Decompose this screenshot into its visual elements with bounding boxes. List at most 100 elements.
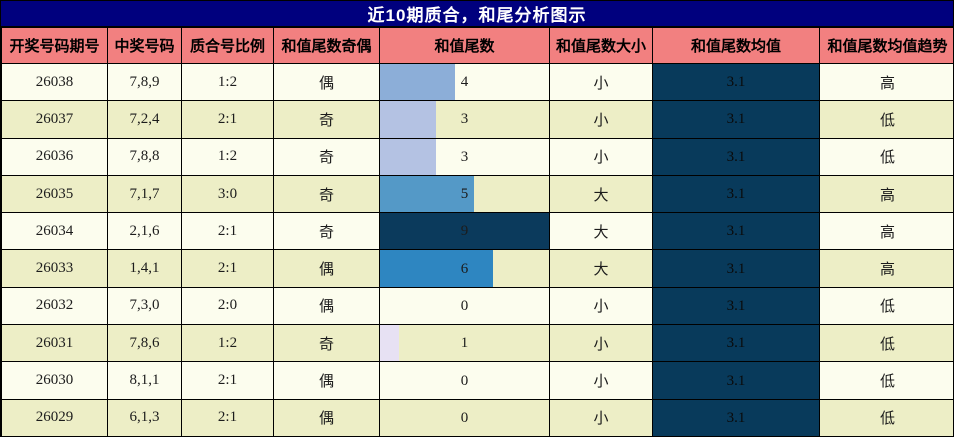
mean-trend-cell: 高 (819, 174, 953, 214)
tail-mean-label: 3.1 (726, 372, 746, 389)
ratio-cell: 2:1 (181, 361, 274, 400)
tail-value-cell: 4 (379, 62, 550, 102)
tail-size-cell: 小 (549, 361, 653, 400)
mean-trend-cell: 低 (819, 361, 953, 400)
tail-value-label: 0 (460, 409, 469, 426)
win-numbers-cell: 1,4,1 (107, 249, 182, 288)
tail-parity-cell: 奇 (273, 137, 380, 176)
tail-parity-cell: 奇 (273, 100, 380, 139)
col-header-mean: 和值尾数均值 (652, 27, 820, 64)
win-numbers-cell: 7,8,6 (107, 324, 182, 363)
win-numbers-cell: 7,3,0 (107, 286, 182, 326)
tail-size-cell: 小 (549, 286, 653, 326)
tail-value-label: 0 (460, 372, 469, 389)
win-numbers-cell: 8,1,1 (107, 361, 182, 400)
period-cell: 26037 (1, 100, 108, 139)
period-cell: 26032 (1, 286, 108, 326)
col-header-parity: 和值尾数奇偶 (273, 27, 380, 64)
table-row: 26035 7,1,7 3:0 奇 5 大 3.1 高 (1, 174, 953, 214)
tail-size-cell: 小 (549, 137, 653, 176)
tail-parity-cell: 奇 (273, 174, 380, 214)
table-header: 开奖号码期号 中奖号码 质合号比例 和值尾数奇偶 和值尾数 和值尾数大小 和值尾… (1, 27, 953, 64)
tail-size-cell: 小 (549, 324, 653, 363)
tail-value-label: 9 (460, 223, 469, 240)
period-cell: 26029 (1, 398, 108, 436)
tail-parity-cell: 偶 (273, 361, 380, 400)
tail-mean-label: 3.1 (726, 186, 746, 203)
period-cell: 26034 (1, 212, 108, 251)
period-cell: 26033 (1, 249, 108, 288)
win-numbers-cell: 7,8,8 (107, 137, 182, 176)
tail-mean-label: 3.1 (726, 74, 746, 91)
tail-mean-cell: 3.1 (652, 398, 820, 436)
tail-value-cell: 3 (379, 100, 550, 139)
col-header-tail: 和值尾数 (379, 27, 550, 64)
win-numbers-cell: 7,2,4 (107, 100, 182, 139)
tail-mean-cell: 3.1 (652, 62, 820, 102)
tail-mean-label: 3.1 (726, 260, 746, 277)
ratio-cell: 3:0 (181, 174, 274, 214)
tail-value-bar (380, 213, 549, 249)
tail-size-cell: 大 (549, 249, 653, 288)
tail-mean-cell: 3.1 (652, 174, 820, 214)
win-numbers-cell: 7,8,9 (107, 62, 182, 102)
win-numbers-cell: 6,1,3 (107, 398, 182, 436)
tail-size-cell: 小 (549, 100, 653, 139)
table-row: 26031 7,8,6 1:2 奇 1 小 3.1 低 (1, 324, 953, 363)
tail-value-cell: 9 (379, 212, 550, 251)
col-header-numbers: 中奖号码 (107, 27, 182, 64)
table-row: 26036 7,8,8 1:2 奇 3 小 3.1 低 (1, 137, 953, 176)
table-row: 26029 6,1,3 2:1 偶 0 小 3.1 低 (1, 398, 953, 436)
tail-mean-cell: 3.1 (652, 212, 820, 251)
tail-value-bar (380, 64, 456, 100)
tail-value-bar (380, 325, 399, 361)
col-header-ratio: 质合号比例 (181, 27, 274, 64)
tail-mean-label: 3.1 (726, 223, 746, 240)
period-cell: 26030 (1, 361, 108, 400)
mean-trend-cell: 低 (819, 324, 953, 363)
tail-mean-label: 3.1 (726, 148, 746, 165)
tail-value-bar (380, 250, 493, 287)
tail-mean-cell: 3.1 (652, 100, 820, 139)
tail-parity-cell: 偶 (273, 249, 380, 288)
table-row: 26038 7,8,9 1:2 偶 4 小 3.1 高 (1, 62, 953, 102)
tail-value-label: 4 (460, 74, 469, 91)
win-numbers-cell: 2,1,6 (107, 212, 182, 251)
period-cell: 26038 (1, 62, 108, 102)
mean-trend-cell: 高 (819, 249, 953, 288)
mean-trend-cell: 低 (819, 137, 953, 176)
tail-value-cell: 0 (379, 361, 550, 400)
ratio-cell: 1:2 (181, 324, 274, 363)
win-numbers-cell: 7,1,7 (107, 174, 182, 214)
mean-trend-cell: 低 (819, 100, 953, 139)
tail-value-cell: 5 (379, 174, 550, 214)
tail-mean-label: 3.1 (726, 111, 746, 128)
tail-size-cell: 大 (549, 212, 653, 251)
tail-value-cell: 3 (379, 137, 550, 176)
tail-mean-cell: 3.1 (652, 137, 820, 176)
period-cell: 26031 (1, 324, 108, 363)
table-row: 26030 8,1,1 2:1 偶 0 小 3.1 低 (1, 361, 953, 400)
tail-value-cell: 6 (379, 249, 550, 288)
table-row: 26034 2,1,6 2:1 奇 9 大 3.1 高 (1, 212, 953, 251)
tail-value-label: 3 (460, 111, 469, 128)
tail-mean-cell: 3.1 (652, 286, 820, 326)
tail-parity-cell: 偶 (273, 62, 380, 102)
tail-mean-label: 3.1 (726, 335, 746, 352)
table-row: 26033 1,4,1 2:1 偶 6 大 3.1 高 (1, 249, 953, 288)
tail-value-bar (380, 176, 474, 212)
col-header-mean-trend: 和值尾数均值趋势 (819, 27, 953, 64)
mean-trend-cell: 低 (819, 286, 953, 326)
tail-parity-cell: 奇 (273, 324, 380, 363)
tail-mean-label: 3.1 (726, 409, 746, 426)
ratio-cell: 2:1 (181, 249, 274, 288)
tail-mean-cell: 3.1 (652, 361, 820, 400)
ratio-cell: 2:0 (181, 286, 274, 326)
page-title: 近10期质合，和尾分析图示 (1, 1, 953, 27)
table-row: 26032 7,3,0 2:0 偶 0 小 3.1 低 (1, 286, 953, 326)
ratio-cell: 2:1 (181, 212, 274, 251)
tail-value-label: 6 (460, 260, 469, 277)
tail-size-cell: 小 (549, 62, 653, 102)
table-row: 26037 7,2,4 2:1 奇 3 小 3.1 低 (1, 100, 953, 139)
